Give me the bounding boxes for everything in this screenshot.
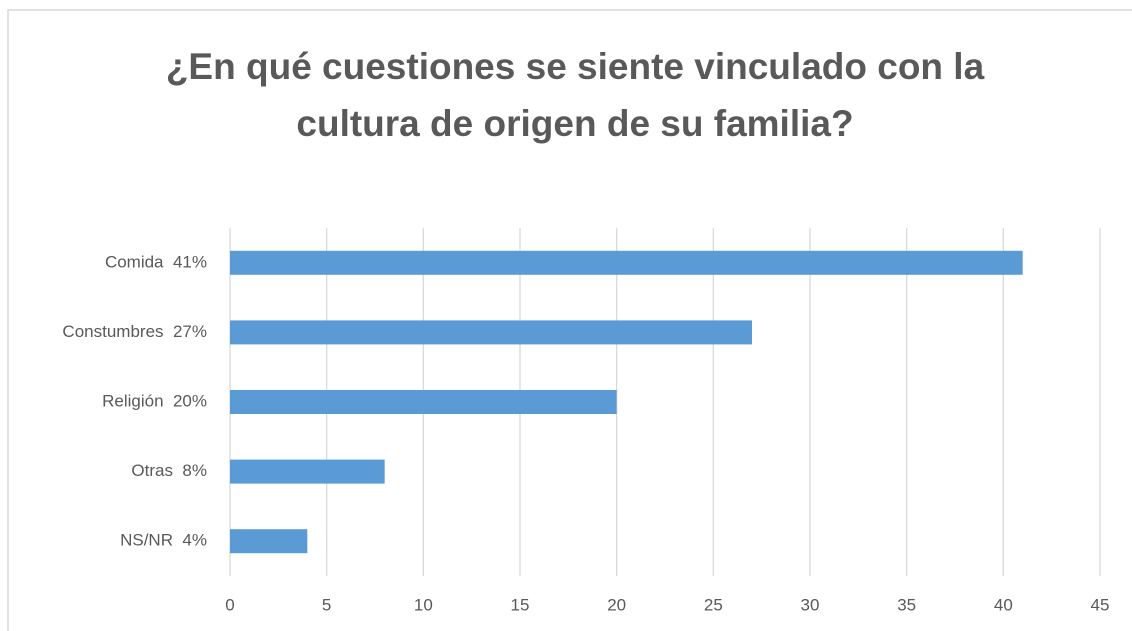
x-tick-label: 45 <box>1091 595 1110 614</box>
x-tick-label: 10 <box>414 595 433 614</box>
x-tick-label: 35 <box>897 595 916 614</box>
bar <box>230 320 752 345</box>
y-tick-label: Otras 8% <box>131 461 207 480</box>
y-tick-label: Comida 41% <box>105 252 207 271</box>
y-tick-label: NS/NR 4% <box>120 531 207 550</box>
bar <box>230 390 617 414</box>
x-tick-label: 5 <box>322 595 331 614</box>
y-tick-label: Constumbres 27% <box>62 322 207 341</box>
x-tick-label: 25 <box>704 595 723 614</box>
x-tick-label: 40 <box>994 595 1013 614</box>
chart-title: ¿En qué cuestiones se siente vinculado c… <box>165 46 985 144</box>
bar <box>230 459 385 484</box>
x-tick-label: 0 <box>225 595 234 614</box>
bar <box>230 529 308 554</box>
x-tick-label: 20 <box>607 595 626 614</box>
bar <box>230 250 1023 275</box>
x-tick-label: 15 <box>511 595 530 614</box>
x-tick-label: 30 <box>801 595 820 614</box>
y-tick-label: Religión 20% <box>102 391 207 410</box>
chart-frame <box>7 9 1132 631</box>
